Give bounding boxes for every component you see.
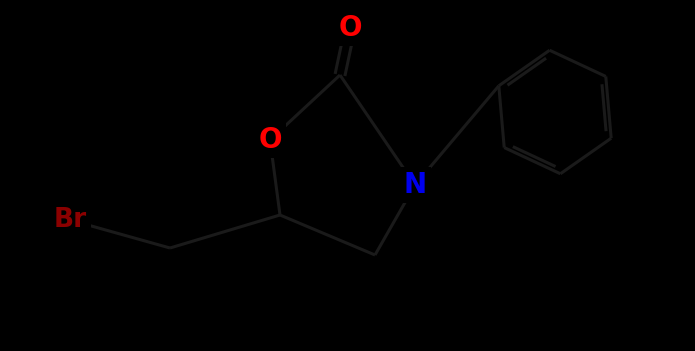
Text: O: O: [338, 14, 362, 42]
Text: Br: Br: [54, 207, 87, 233]
Text: O: O: [259, 126, 281, 154]
Text: N: N: [403, 171, 427, 199]
